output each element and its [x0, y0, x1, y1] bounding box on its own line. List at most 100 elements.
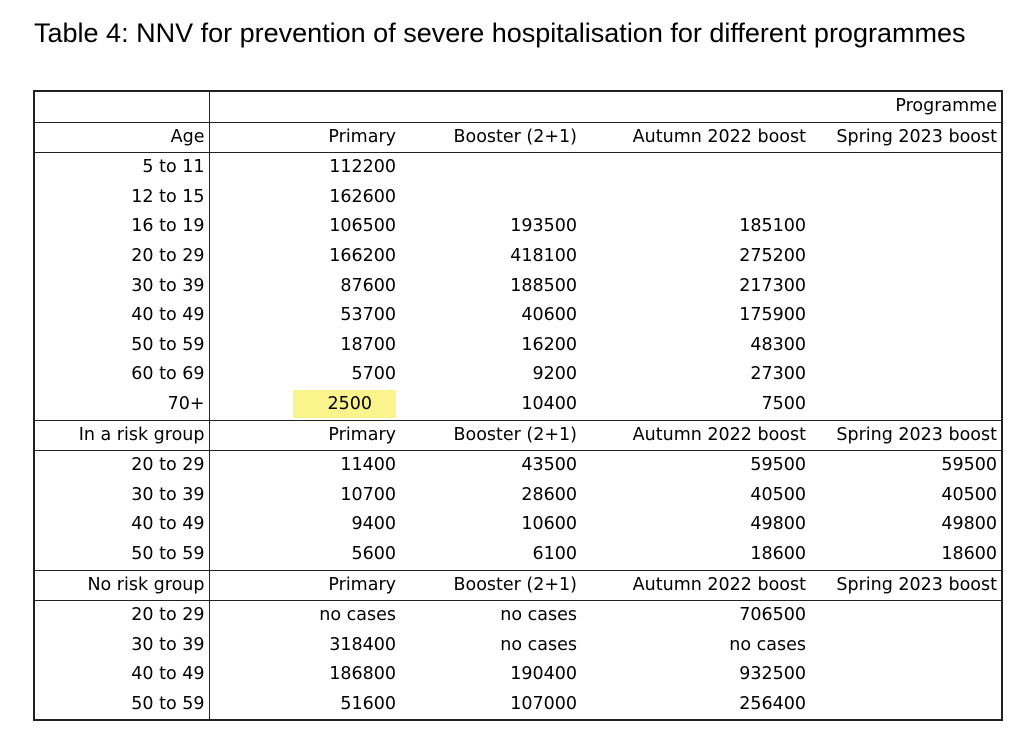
nnv-table: Programme Age Primary Booster (2+1) Autumn … — [33, 89, 1003, 722]
value-cell-autumn-2022 — [581, 183, 810, 213]
value-cell-primary: 106500 — [329, 216, 396, 237]
value-cell-booster: 10600 — [521, 514, 577, 535]
value-cell-primary: 5700 — [351, 364, 396, 385]
column-header-group-label: No risk group — [34, 570, 210, 602]
value-cell-booster: 9200 — [532, 364, 577, 385]
row-label-cell: 70+ — [34, 389, 210, 421]
table-row: 5 to 11 112200 — [34, 152, 1003, 183]
table-row: 40 to 49 9400 10600 49800 49800 — [34, 510, 1003, 540]
table-row: 70+ 2500 10400 7500 — [34, 389, 1003, 421]
column-header-primary: Primary — [209, 122, 400, 154]
table-title: Table 4: NNV for prevention of severe ho… — [34, 18, 966, 48]
column-header-group-label: Age — [34, 122, 210, 154]
value-cell-primary: 5600 — [209, 539, 400, 571]
section-header-row: In a risk group Primary Booster (2+1) Autum… — [34, 420, 1003, 452]
blank-corner-cell — [34, 89, 210, 123]
value-cell-primary: 112200 — [329, 157, 396, 178]
column-header-booster: Booster (2+1) — [400, 420, 581, 452]
column-header-autumn-2022: Autumn 2022 boost — [581, 122, 810, 154]
highlighted-value: 2500 — [293, 389, 396, 418]
table-row: 30 to 39 87600 188500 217300 — [34, 271, 1003, 302]
table-row: 50 to 59 51600 107000 256400 — [34, 689, 1003, 722]
section-header-row: Age Primary Booster (2+1) Autumn 2022 boost… — [34, 122, 1003, 154]
row-label-cell: 60 to 69 — [34, 360, 210, 390]
table-row: 20 to 29 166200 418100 275200 — [34, 241, 1003, 272]
value-cell-autumn-2022: 256400 — [581, 689, 810, 722]
row-label-cell: 16 to 19 — [34, 212, 210, 242]
row-label-cell: 20 to 29 — [34, 450, 210, 481]
value-cell-booster: 16200 — [521, 334, 577, 355]
value-cell-spring-2023 — [810, 660, 1003, 690]
table-row: 30 to 39 318400 no cases no cases — [34, 630, 1003, 661]
value-cell-spring-2023 — [810, 689, 1003, 722]
column-header-spring-2023: Spring 2023 boost — [810, 570, 1003, 602]
table-row: 30 to 39 10700 28600 40500 40500 — [34, 480, 1003, 511]
value-cell-booster: 418100 — [510, 246, 577, 267]
value-cell-primary: 186800 — [329, 664, 396, 685]
value-cell-spring-2023: 18600 — [810, 539, 1003, 571]
value-cell-autumn-2022: 185100 — [739, 216, 806, 237]
value-cell-autumn-2022: 27300 — [750, 364, 806, 385]
row-label-cell: 40 to 49 — [34, 660, 210, 690]
value-cell-spring-2023 — [810, 600, 1003, 631]
row-label-cell: 5 to 11 — [34, 152, 210, 183]
value-cell-booster: 43500 — [521, 455, 577, 476]
value-cell-autumn-2022: no cases — [729, 634, 806, 655]
row-label-cell: 30 to 39 — [34, 480, 210, 511]
value-cell-spring-2023: 59500 — [810, 450, 1003, 481]
value-cell-autumn-2022: 932500 — [739, 664, 806, 685]
value-cell-autumn-2022: 49800 — [750, 514, 806, 535]
value-cell-autumn-2022: 175900 — [739, 305, 806, 326]
value-cell-spring-2023 — [810, 152, 1003, 183]
value-cell-primary: 9400 — [351, 514, 396, 535]
column-header-autumn-2022: Autumn 2022 boost — [581, 570, 810, 602]
value-cell-autumn-2022: 706500 — [739, 605, 806, 626]
row-label-cell: 50 to 59 — [34, 689, 210, 722]
table-row: 12 to 15 162600 — [34, 182, 1003, 213]
value-cell-spring-2023 — [810, 301, 1003, 331]
value-cell-booster: 6100 — [400, 539, 581, 571]
section-header-row: No risk group Primary Booster (2+1) Autumn … — [34, 570, 1003, 602]
column-header-spring-2023: Spring 2023 boost — [810, 420, 1003, 452]
value-cell-booster — [400, 183, 581, 213]
column-header-primary: Primary — [209, 420, 400, 452]
value-cell-booster: 193500 — [510, 216, 577, 237]
value-cell-spring-2023 — [810, 389, 1003, 421]
value-cell-booster: no cases — [500, 634, 577, 655]
value-cell-autumn-2022: 7500 — [581, 389, 810, 421]
value-cell-spring-2023: 49800 — [810, 510, 1003, 540]
table-row: 20 to 29 11400 43500 59500 59500 — [34, 450, 1003, 481]
value-cell-primary: 18700 — [340, 334, 396, 355]
table-row: 16 to 19 106500 193500 185100 — [34, 212, 1003, 242]
value-cell-booster: no cases — [500, 605, 577, 626]
column-header-spring-2023: Spring 2023 boost — [810, 122, 1003, 154]
value-cell-spring-2023 — [810, 182, 1003, 213]
value-cell-primary: 318400 — [329, 634, 396, 655]
value-cell-primary: 51600 — [209, 689, 400, 722]
value-cell-primary: 162600 — [329, 186, 396, 207]
row-label-cell: 30 to 39 — [34, 271, 210, 302]
column-header-autumn-2022: Autumn 2022 boost — [581, 420, 810, 452]
column-header-booster: Booster (2+1) — [400, 122, 581, 154]
value-cell-autumn-2022: 48300 — [750, 334, 806, 355]
table-row: 20 to 29 no cases no cases 706500 — [34, 600, 1003, 631]
value-cell-primary: 87600 — [340, 275, 396, 296]
value-cell-spring-2023 — [810, 360, 1003, 390]
value-cell-primary: 53700 — [340, 305, 396, 326]
value-cell-autumn-2022: 217300 — [739, 275, 806, 296]
value-cell-primary: no cases — [319, 605, 396, 626]
row-label-cell: 50 to 59 — [34, 539, 210, 571]
row-label-cell: 50 to 59 — [34, 330, 210, 361]
value-cell-spring-2023 — [810, 241, 1003, 272]
value-cell-autumn-2022: 59500 — [750, 455, 806, 476]
value-cell-primary: 2500 — [209, 389, 400, 421]
value-cell-autumn-2022: 40500 — [750, 484, 806, 505]
column-header-primary: Primary — [209, 570, 400, 602]
value-cell-spring-2023 — [810, 330, 1003, 361]
value-cell-booster: 188500 — [510, 275, 577, 296]
table-row: 40 to 49 53700 40600 175900 — [34, 301, 1003, 331]
row-label-cell: 12 to 15 — [34, 182, 210, 213]
value-cell-booster: 40600 — [521, 305, 577, 326]
table-row: 50 to 59 5600 6100 18600 18600 — [34, 539, 1003, 571]
value-cell-primary: 10700 — [340, 484, 396, 505]
